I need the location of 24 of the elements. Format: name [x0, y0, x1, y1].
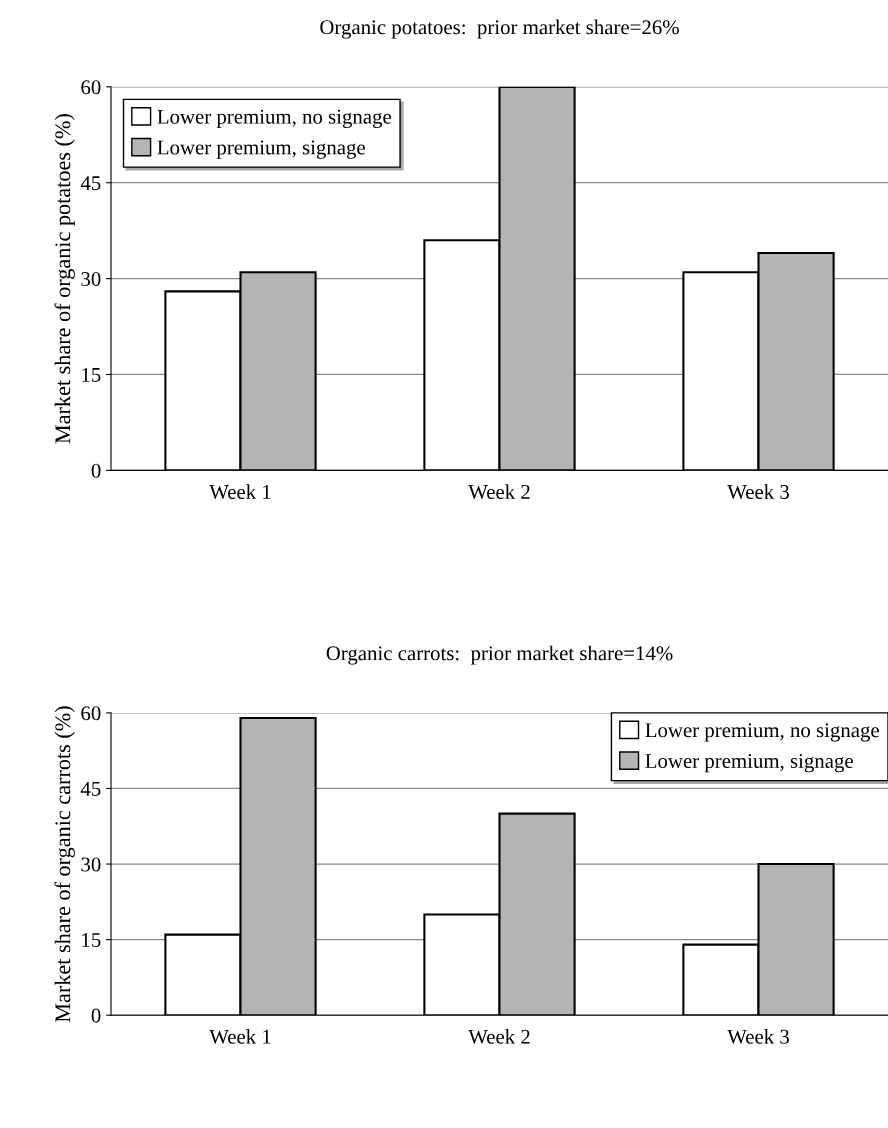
- y-tick-label: 15: [82, 933, 101, 948]
- x-tick-label: Week 2: [468, 484, 530, 500]
- y-tick-label: 45: [80, 781, 101, 796]
- y-tick-label: 60: [81, 80, 101, 95]
- y-tick-label: 30: [81, 857, 101, 872]
- legend-label: Lower premium, no signage: [645, 723, 879, 742]
- legend-label: Lower premium, signage: [645, 754, 853, 773]
- x-tick-label: Week 2: [468, 1029, 530, 1044]
- y-tick-label: 30: [81, 271, 101, 287]
- y-tick-label: 45: [80, 176, 101, 191]
- y-axis-title: Market share of organic carrots (%): [54, 706, 75, 1023]
- y-tick-label: 0: [91, 463, 101, 478]
- y-axis-title: Market share of organic potatoes (%): [54, 114, 75, 444]
- chart-title: Organic carrots: prior market share=14%: [326, 645, 673, 665]
- y-tick-label: 60: [81, 706, 101, 721]
- x-tick-label: Week 1: [209, 484, 271, 500]
- chart-title: Organic potatoes: prior market share=26%: [320, 19, 679, 39]
- x-tick-label: Week 3: [727, 484, 789, 500]
- x-tick-label: Week 1: [209, 1029, 271, 1044]
- legend-label: Lower premium, signage: [157, 140, 365, 159]
- y-tick-label: 15: [82, 367, 101, 382]
- y-tick-label: 0: [91, 1008, 101, 1023]
- legend-label: Lower premium, no signage: [157, 109, 392, 129]
- x-tick-label: Week 3: [727, 1029, 789, 1044]
